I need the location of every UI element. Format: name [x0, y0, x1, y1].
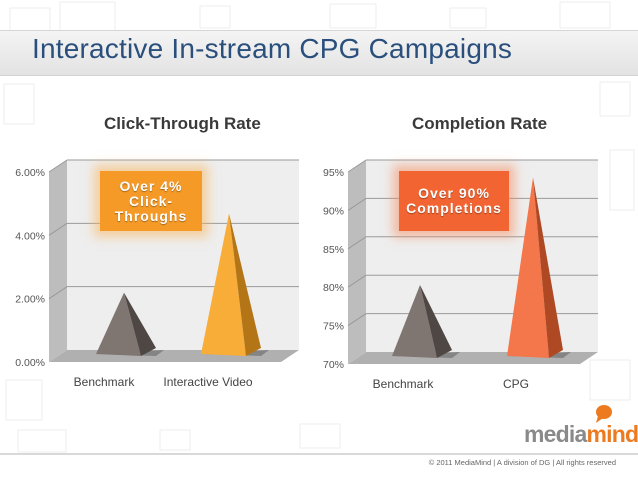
- gridline-side: [347, 159, 367, 173]
- pyramid-bar: [507, 177, 571, 358]
- gridline-side: [347, 197, 367, 211]
- y-tick-label: 0.00%: [15, 357, 45, 369]
- gridline-side: [347, 274, 367, 288]
- pyramid-side-face: [124, 292, 156, 356]
- x-category-label: Benchmark: [74, 375, 136, 389]
- logo-part-mind: mind: [586, 421, 638, 447]
- pyramid-bar: [201, 213, 269, 356]
- x-category-label: CPG: [503, 377, 529, 391]
- pyramid-side-face: [420, 285, 452, 358]
- y-tick-label: 2.00%: [15, 294, 45, 306]
- y-tick-label: 4.00%: [15, 230, 45, 242]
- pyramid-side-face: [533, 177, 563, 358]
- gridline-side: [48, 222, 68, 236]
- footer-divider: [0, 453, 638, 455]
- y-tick-label: 6.00%: [15, 167, 45, 179]
- y-tick-label: 85%: [323, 244, 344, 256]
- pyramid-front-face: [507, 177, 549, 358]
- y-tick-label: 95%: [323, 167, 344, 179]
- logo-part-media: media: [524, 421, 587, 447]
- x-category-label: Benchmark: [373, 377, 435, 391]
- x-category-label: Interactive Video: [163, 375, 252, 389]
- gridline-side: [347, 236, 367, 250]
- pyramid-front-face: [201, 213, 246, 356]
- gridline-side: [48, 159, 68, 173]
- title-band: [0, 30, 638, 76]
- y-tick-label: 80%: [323, 282, 344, 294]
- gridline-side: [347, 313, 367, 327]
- gridline-side: [48, 286, 68, 300]
- chart-side-wall: [49, 160, 67, 362]
- y-tick-label: 90%: [323, 205, 344, 217]
- footer-copyright: © 2011 MediaMind | A division of DG | Al…: [428, 458, 616, 467]
- pyramid-front-face: [392, 285, 437, 358]
- chart-title-click-through: Click-Through Rate: [104, 114, 261, 133]
- y-tick-label: 75%: [323, 321, 344, 333]
- y-tick-label: 70%: [323, 359, 344, 371]
- mediamind-logo: mediamind™: [524, 421, 638, 448]
- chart-side-wall: [348, 160, 366, 364]
- pyramid-side-face: [229, 213, 261, 356]
- speech-bubble-icon: [596, 405, 612, 423]
- pyramid-bar: [392, 285, 460, 358]
- pyramid-front-face: [96, 292, 141, 356]
- callout-click-throughs: Over 4% Click-Throughs: [100, 171, 202, 231]
- callout-completions: Over 90% Completions: [399, 171, 509, 231]
- page-title: Interactive In-stream CPG Campaigns: [32, 33, 513, 64]
- pyramid-bar: [96, 292, 164, 356]
- chart-title-completion: Completion Rate: [412, 114, 548, 133]
